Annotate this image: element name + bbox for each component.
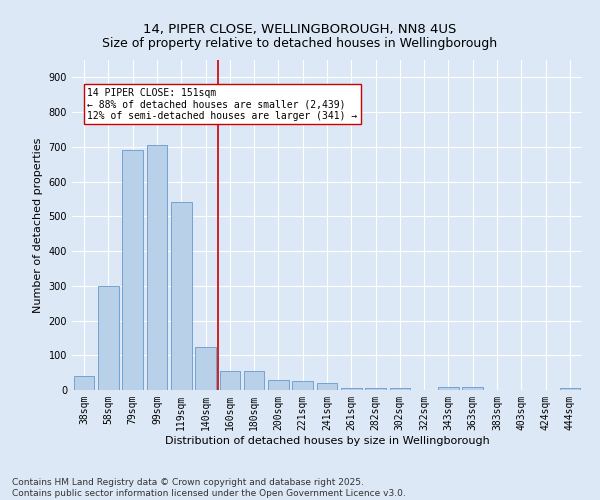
Text: 14, PIPER CLOSE, WELLINGBOROUGH, NN8 4US: 14, PIPER CLOSE, WELLINGBOROUGH, NN8 4US	[143, 22, 457, 36]
Bar	[438, 386, 459, 390]
Bar	[341, 388, 362, 390]
Bar	[389, 388, 410, 390]
Bar	[195, 346, 216, 390]
Y-axis label: Number of detached properties: Number of detached properties	[33, 138, 43, 312]
Bar	[268, 380, 289, 390]
Text: 14 PIPER CLOSE: 151sqm
← 88% of detached houses are smaller (2,439)
12% of semi-: 14 PIPER CLOSE: 151sqm ← 88% of detached…	[87, 88, 358, 121]
Bar	[317, 383, 337, 390]
Bar	[244, 371, 265, 390]
Text: Size of property relative to detached houses in Wellingborough: Size of property relative to detached ho…	[103, 38, 497, 51]
Bar	[365, 388, 386, 390]
Bar	[146, 145, 167, 390]
Bar	[463, 386, 483, 390]
Bar	[74, 376, 94, 390]
X-axis label: Distribution of detached houses by size in Wellingborough: Distribution of detached houses by size …	[164, 436, 490, 446]
Bar	[171, 202, 191, 390]
Bar	[560, 388, 580, 390]
Text: Contains HM Land Registry data © Crown copyright and database right 2025.
Contai: Contains HM Land Registry data © Crown c…	[12, 478, 406, 498]
Bar	[292, 382, 313, 390]
Bar	[122, 150, 143, 390]
Bar	[220, 371, 240, 390]
Bar	[98, 286, 119, 390]
